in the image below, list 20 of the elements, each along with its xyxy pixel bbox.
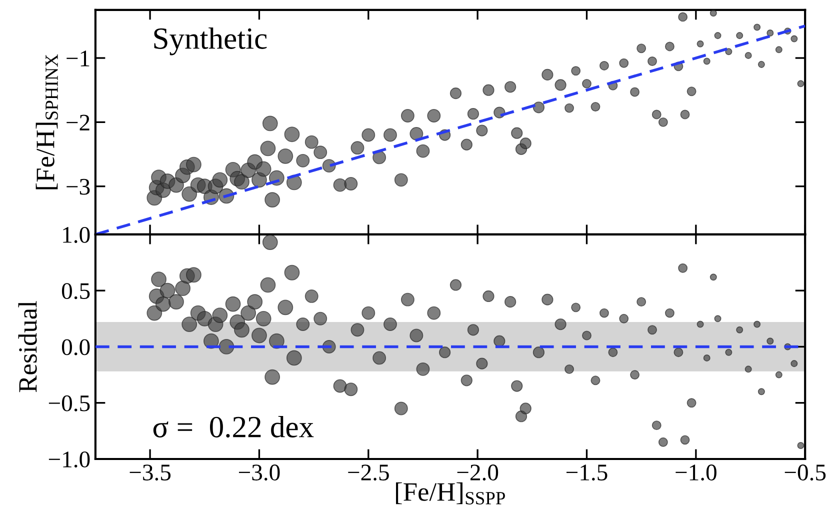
x-tick-label: −1.5	[566, 464, 608, 481]
x-tick-label: −2.5	[348, 464, 389, 481]
x-tick-label: −3.0	[238, 464, 280, 481]
y-tick-label: −1	[66, 50, 90, 66]
x-axis-title: [Fe/H]$_{SSPP}$	[396, 482, 505, 504]
y-tick-label: −3	[66, 178, 90, 195]
x-tick-label: −3.5	[130, 464, 171, 481]
y-tick-label: 0.5	[62, 283, 90, 300]
y-axis-title: [Fe/H]$_{SPHINX}$	[36, 54, 58, 190]
y-axis-title: Residual	[18, 301, 37, 392]
y-tick-label: 1.0	[63, 226, 90, 243]
x-tick-label: −1.0	[676, 464, 716, 481]
x-tick-label: −0.5	[784, 464, 826, 481]
y-tick-label: 0.0	[62, 339, 90, 356]
annotation: Synthetic	[154, 27, 267, 56]
y-tick-label: −2	[66, 114, 90, 130]
y-tick-label: −0.5	[48, 395, 90, 412]
y-tick-label: −1.0	[48, 451, 90, 468]
annotation: σ = 0.22 dex	[153, 416, 314, 438]
x-tick-label: −2.0	[457, 464, 498, 481]
